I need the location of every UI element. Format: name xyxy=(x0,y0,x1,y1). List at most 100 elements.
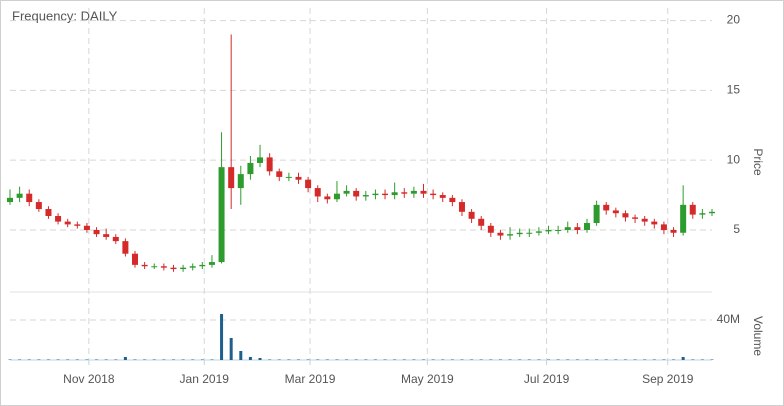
volume-bar xyxy=(75,359,79,360)
candle-body xyxy=(487,225,494,233)
y-tick-label: 10 xyxy=(727,152,741,166)
volume-bar xyxy=(489,359,493,360)
volume-bar xyxy=(479,359,483,360)
candle-body xyxy=(689,204,696,215)
candle-body xyxy=(199,264,206,267)
candle-body xyxy=(497,232,504,236)
volume-bar xyxy=(171,359,175,360)
volume-bar xyxy=(46,359,50,360)
volume-bar xyxy=(27,359,31,360)
volume-bar xyxy=(277,359,281,360)
candle-body xyxy=(651,221,658,225)
candle-body xyxy=(362,195,369,197)
volume-bar xyxy=(431,359,435,360)
volume-bar xyxy=(470,359,474,360)
volume-bar xyxy=(556,359,560,360)
volume-bar xyxy=(566,359,570,360)
candle-body xyxy=(26,193,33,203)
x-tick-label: Sep 2019 xyxy=(642,372,694,386)
candle-body xyxy=(324,196,331,200)
candle-body xyxy=(545,229,552,232)
candle-body xyxy=(170,267,177,270)
volume-bar xyxy=(152,359,156,360)
candle-body xyxy=(632,217,639,219)
volume-bar xyxy=(133,359,137,360)
volume-bar xyxy=(402,359,406,360)
candle-body xyxy=(122,241,129,254)
volume-bar xyxy=(614,359,618,360)
volume-bar xyxy=(547,359,551,360)
volume-bar xyxy=(258,358,262,360)
candle-body xyxy=(382,193,389,196)
volume-bar xyxy=(412,359,416,360)
volume-bar xyxy=(296,359,300,360)
y-tick-label: 20 xyxy=(727,13,741,27)
candle-body xyxy=(35,202,42,210)
volume-bar xyxy=(518,359,522,360)
candle-body xyxy=(112,236,119,242)
candle-body xyxy=(257,157,264,163)
x-tick-label: May 2019 xyxy=(401,372,454,386)
candle-body xyxy=(55,216,62,222)
candle-body xyxy=(420,190,427,194)
volume-bar xyxy=(643,359,647,360)
volume-bar xyxy=(8,359,12,360)
volume-bar xyxy=(162,359,166,360)
volume-bar xyxy=(383,359,387,360)
candle-body xyxy=(160,266,167,268)
volume-bar xyxy=(37,359,41,360)
volume-bar xyxy=(652,359,656,360)
candle-body xyxy=(228,167,235,189)
candle-body xyxy=(574,227,581,230)
candle-body xyxy=(218,167,225,263)
candle-body xyxy=(93,229,100,235)
volume-bar xyxy=(239,351,243,360)
candle-body xyxy=(641,218,648,222)
volume-bar xyxy=(681,357,685,360)
candle-body xyxy=(372,193,379,196)
volume-bar xyxy=(287,359,291,360)
volume-bar xyxy=(220,314,224,360)
candle-body xyxy=(141,264,148,267)
volume-bar xyxy=(585,359,589,360)
volume-axis-label: Volume xyxy=(751,316,765,356)
candle-body xyxy=(305,179,312,189)
volume-bar xyxy=(575,359,579,360)
candle-body xyxy=(430,193,437,196)
volume-bar xyxy=(450,359,454,360)
candle-body xyxy=(401,192,408,194)
candle-body xyxy=(64,221,71,225)
volume-bar xyxy=(364,359,368,360)
volume-bar xyxy=(200,359,204,360)
x-tick-label: Nov 2018 xyxy=(63,372,115,386)
volume-bar xyxy=(498,359,502,360)
x-tick-label: Jul 2019 xyxy=(524,372,570,386)
candle-body xyxy=(247,162,254,175)
volume-bar xyxy=(95,359,99,360)
candle-body xyxy=(535,231,542,233)
candle-body xyxy=(189,266,196,268)
volume-bar xyxy=(114,359,118,360)
volume-bar xyxy=(393,359,397,360)
x-tick-label: Jan 2019 xyxy=(180,372,230,386)
candle-body xyxy=(237,174,244,189)
volume-bar xyxy=(143,359,147,360)
volume-bar xyxy=(527,359,531,360)
volume-bar xyxy=(537,359,541,360)
candle-body xyxy=(593,204,600,223)
volume-bar xyxy=(191,359,195,360)
y-tick-label: 15 xyxy=(727,83,741,97)
volume-tick-label: 40M xyxy=(717,312,740,326)
volume-bar xyxy=(210,359,214,360)
volume-bar xyxy=(104,359,108,360)
volume-bar xyxy=(604,359,608,360)
candle-body xyxy=(103,234,110,237)
volume-bar xyxy=(18,359,22,360)
volume-bar xyxy=(335,359,339,360)
volume-bar xyxy=(306,359,310,360)
candle-body xyxy=(314,188,321,197)
candle-body xyxy=(583,222,590,230)
candle-body xyxy=(132,253,139,265)
